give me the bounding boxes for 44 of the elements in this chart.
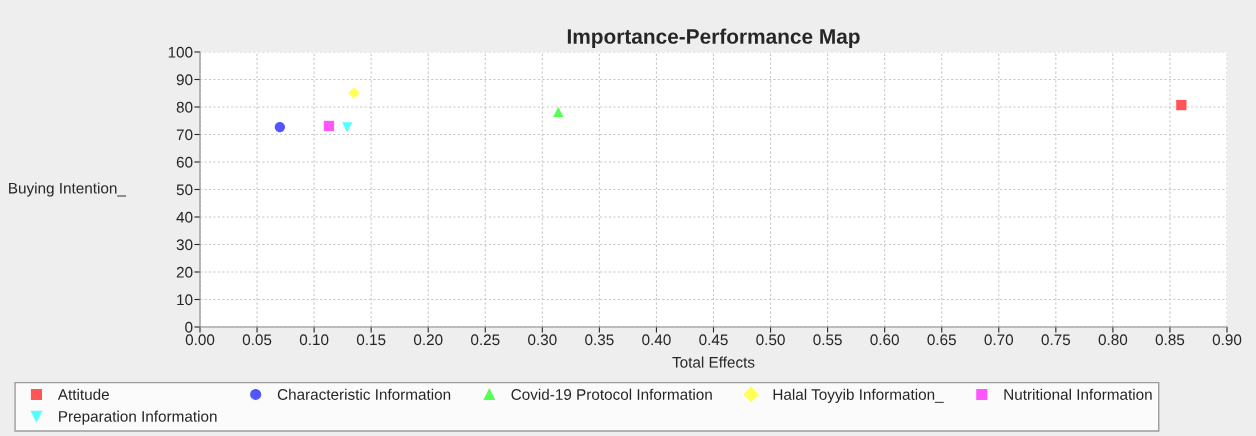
y-tick-label: 20 xyxy=(176,266,193,278)
x-axis-title: Total Effects xyxy=(672,356,755,368)
x-tick-label: 0.00 xyxy=(185,334,215,346)
y-tick-label: 10 xyxy=(177,294,193,306)
x-tick-label: 0.50 xyxy=(756,334,785,346)
point xyxy=(323,120,335,132)
point xyxy=(274,121,286,133)
x-tick-label: 0.60 xyxy=(870,334,899,346)
legend-label: Attitude xyxy=(57,388,109,400)
y-tick-label: 90 xyxy=(176,74,193,86)
legend-label: Nutritional Information xyxy=(1004,388,1152,400)
x-tick-label: 0.80 xyxy=(1098,334,1128,346)
y-tick-label: 80 xyxy=(176,101,193,113)
chart-title: Importance-Performance Map xyxy=(567,28,860,48)
x-tick-label: 0.20 xyxy=(413,334,443,346)
point xyxy=(1176,99,1187,111)
x-tick-label: 0.25 xyxy=(471,334,500,346)
x-tick-label: 0.70 xyxy=(984,334,1014,346)
legend-label: Halal Toyyib Information_ xyxy=(773,388,944,403)
x-tick-label: 0.15 xyxy=(356,334,386,346)
y-tick-label: 0 xyxy=(185,321,193,333)
y-tick-label: 60 xyxy=(176,156,193,168)
x-tick-label: 0.05 xyxy=(242,334,272,346)
x-tick-label: 0.85 xyxy=(1155,334,1185,346)
x-tick-label: 0.75 xyxy=(1041,334,1071,346)
x-tick-label: 0.55 xyxy=(813,334,842,346)
y-tick-label: 40 xyxy=(176,211,193,223)
x-tick-label: 0.65 xyxy=(927,334,956,346)
x-tick-label: 0.45 xyxy=(699,334,728,346)
x-tick-label: 0.90 xyxy=(1212,334,1242,346)
y-tick-label: 100 xyxy=(168,46,193,58)
x-tick-label: 0.35 xyxy=(585,334,614,346)
y-axis-title: Buying Intention_ xyxy=(9,182,127,197)
y-tick-label: 30 xyxy=(176,239,193,251)
x-tick-label: 0.40 xyxy=(642,334,671,346)
legend-label: Preparation Information xyxy=(59,410,217,425)
y-tick-label: 50 xyxy=(176,184,193,196)
point xyxy=(342,122,353,133)
x-tick-label: 0.30 xyxy=(528,334,557,346)
legend-label: Covid-19 Protocol Information xyxy=(511,388,712,400)
x-tick-label: 0.10 xyxy=(299,334,329,346)
point xyxy=(553,106,564,118)
legend-label: Characteristic Information xyxy=(277,388,451,400)
y-tick-label: 70 xyxy=(176,129,193,141)
